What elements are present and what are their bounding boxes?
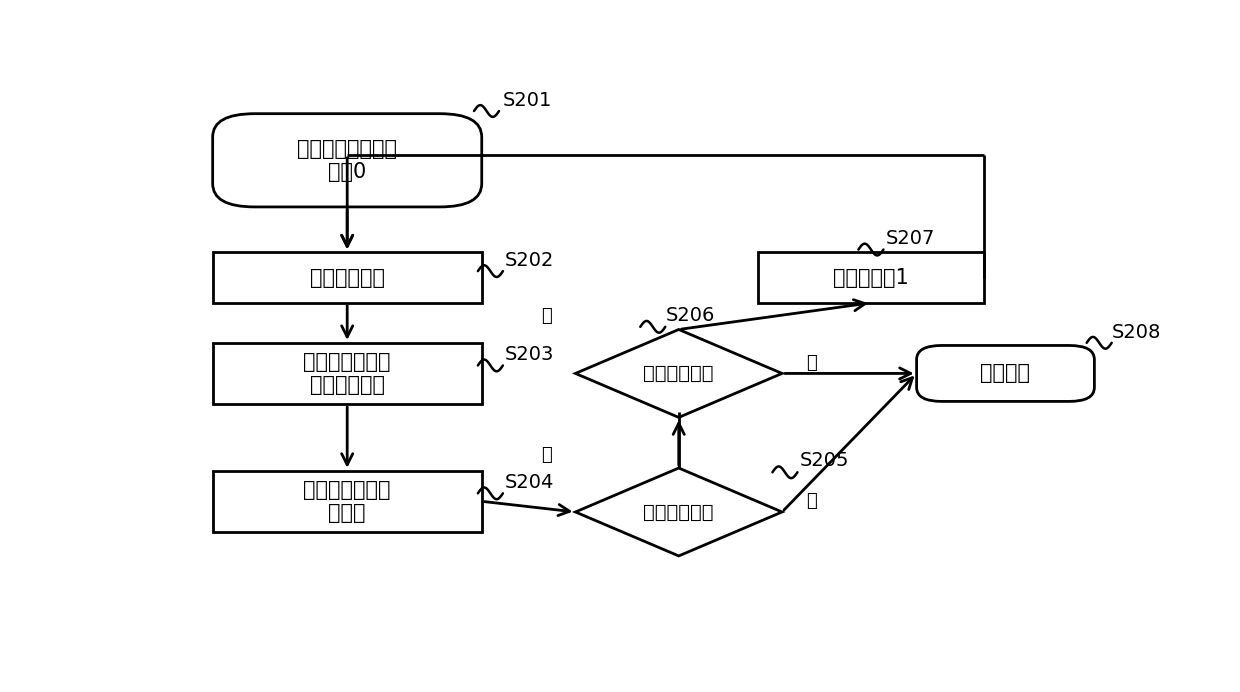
FancyBboxPatch shape — [916, 345, 1095, 401]
Text: 训练次数变量初始
化为0: 训练次数变量初始 化为0 — [298, 138, 397, 182]
Text: 是: 是 — [806, 492, 817, 510]
Text: 训练次数加1: 训练次数加1 — [833, 268, 909, 288]
Text: 训练结束: 训练结束 — [981, 363, 1030, 383]
Text: 否: 否 — [541, 446, 552, 464]
Text: S201: S201 — [503, 91, 552, 110]
Bar — [213, 471, 481, 532]
Text: 是: 是 — [806, 354, 817, 372]
Bar — [213, 343, 481, 404]
Text: S208: S208 — [1112, 322, 1161, 342]
FancyBboxPatch shape — [213, 113, 481, 207]
Text: 达到训练次数: 达到训练次数 — [644, 364, 714, 383]
Text: S204: S204 — [505, 473, 554, 491]
Polygon shape — [575, 468, 782, 556]
Text: S207: S207 — [885, 229, 935, 248]
Bar — [758, 252, 983, 303]
Bar — [213, 252, 481, 303]
Text: 通过反向传播更
新变量: 通过反向传播更 新变量 — [304, 480, 391, 523]
Text: S203: S203 — [505, 345, 554, 364]
Text: 否: 否 — [541, 307, 552, 325]
Text: 通过前向传播获
取预测期望值: 通过前向传播获 取预测期望值 — [304, 352, 391, 395]
Polygon shape — [575, 329, 782, 417]
Text: S205: S205 — [800, 450, 849, 470]
Text: S202: S202 — [505, 251, 554, 270]
Text: 达到训练期望: 达到训练期望 — [644, 502, 714, 522]
Text: 选取训练数据: 选取训练数据 — [310, 268, 384, 288]
Text: S206: S206 — [666, 306, 714, 325]
